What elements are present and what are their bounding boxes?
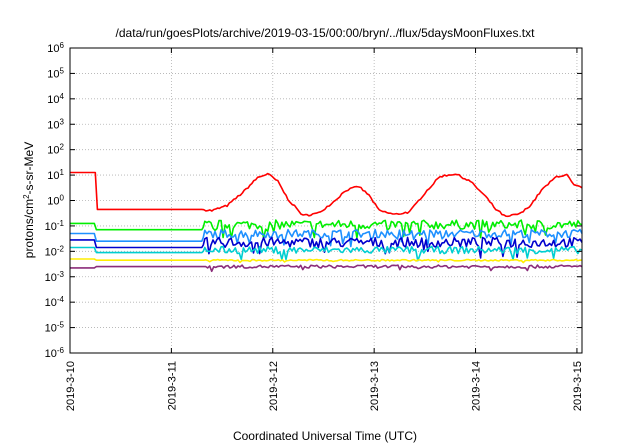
series-line-1 (70, 219, 583, 240)
y-tick-base: 10 (45, 348, 57, 360)
y-tick-label: 106 (47, 41, 64, 56)
y-tick-label: 100 (47, 193, 64, 208)
x-axis-label: Coordinated Universal Time (UTC) (233, 429, 417, 443)
series-line-0 (70, 171, 583, 218)
y-tick-base: 10 (45, 272, 57, 284)
y-tick-exponent: 3 (60, 117, 65, 126)
y-tick-base: 10 (45, 246, 57, 258)
y-tick-exponent: -4 (57, 295, 65, 304)
series-line-6 (70, 264, 583, 273)
x-tick-label: 2019-3-15 (572, 361, 584, 411)
x-axis: 2019-3-10 2019-3-11 2019-3-12 2019-3-13 2019… (65, 48, 584, 411)
series-line-4 (70, 245, 583, 262)
y-tick-exponent: 1 (60, 168, 65, 177)
x-tick-label: 2019-3-10 (65, 361, 77, 411)
y-axis-label-main: protons/cm (22, 199, 36, 258)
y-tick-exponent: 5 (60, 66, 65, 75)
y-tick-base: 10 (47, 119, 59, 131)
y-tick-base: 10 (47, 170, 59, 182)
y-tick-exponent: -1 (57, 218, 65, 227)
y-tick-exponent: -3 (57, 269, 65, 278)
y-tick-label: 10-1 (45, 218, 65, 233)
y-tick-exponent: 4 (60, 91, 65, 100)
y-tick-label: 10-4 (45, 295, 65, 310)
y-tick-label: 101 (47, 168, 64, 183)
series-line-2 (70, 228, 583, 248)
y-tick-exponent: -6 (57, 346, 65, 355)
x-tick-label: 2019-3-11 (166, 361, 178, 410)
y-tick-label: 102 (47, 142, 64, 157)
y-tick-label: 104 (47, 91, 64, 106)
y-axis: 10610510410310210110010-110-210-310-410-… (45, 41, 582, 361)
x-tick-label: 2019-3-13 (369, 361, 381, 411)
chart-title: /data/run/goesPlots/archive/2019-03-15/0… (116, 26, 536, 40)
y-tick-exponent: 0 (60, 193, 65, 202)
y-tick-base: 10 (47, 68, 59, 80)
y-tick-base: 10 (45, 297, 57, 309)
y-axis-label: protons/cm2-s-sr-MeV (22, 142, 37, 258)
y-tick-label: 103 (47, 117, 64, 132)
y-tick-label: 10-2 (45, 244, 65, 258)
y-tick-exponent: -2 (57, 244, 65, 253)
y-tick-base: 10 (45, 323, 57, 335)
y-tick-exponent: 2 (60, 142, 65, 151)
y-tick-label: 10-3 (45, 269, 65, 284)
y-tick-exponent: -5 (57, 320, 65, 329)
x-tick-label: 2019-3-14 (471, 361, 483, 411)
grid (70, 48, 582, 353)
y-tick-exponent: 6 (60, 41, 65, 50)
y-tick-base: 10 (47, 43, 59, 55)
y-tick-label: 10-6 (45, 346, 65, 361)
y-tick-label: 10-5 (45, 320, 65, 335)
y-tick-label: 105 (47, 66, 64, 81)
x-tick-label: 2019-3-12 (268, 361, 280, 411)
y-axis-label-rest: -s-sr-MeV (22, 142, 36, 195)
series-line-3 (70, 236, 583, 259)
y-tick-base: 10 (47, 145, 59, 157)
y-tick-base: 10 (47, 94, 59, 106)
y-axis-label-sup: 2 (22, 194, 31, 199)
y-tick-base: 10 (45, 221, 57, 233)
series-line-5 (70, 258, 583, 264)
y-tick-base: 10 (47, 196, 59, 208)
series-layer (70, 171, 583, 273)
